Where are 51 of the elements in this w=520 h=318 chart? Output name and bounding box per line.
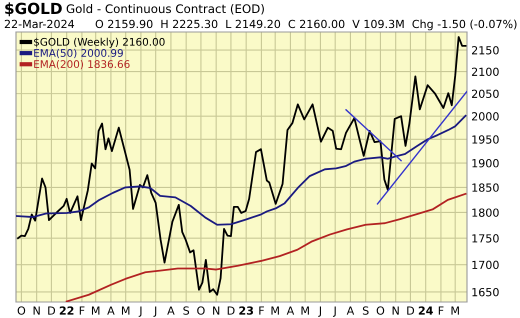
line-series xyxy=(66,192,466,302)
chart-subtitle: Gold - Continuous Contract (EOD) xyxy=(66,4,264,15)
x-tick-label: 23 xyxy=(239,306,254,315)
y-tick-label: 2050 xyxy=(472,90,499,98)
y-tick-label: 1850 xyxy=(472,183,499,192)
x-tick-label: O xyxy=(197,306,205,315)
y-tick-label: 2100 xyxy=(472,68,499,76)
x-tick-label: J xyxy=(138,306,142,317)
legend-label: EMA(50) 2000.99 xyxy=(34,48,123,58)
x-tick-label: J xyxy=(332,306,336,317)
legend-label: $GOLD (Weekly) 2160.00 xyxy=(34,38,165,48)
x-tick-label: 24 xyxy=(418,306,433,315)
x-tick-label: O xyxy=(18,306,26,315)
x-tick-label: A xyxy=(286,306,294,315)
x-tick-label: 22 xyxy=(60,306,74,315)
y-tick-label: 1900 xyxy=(472,159,499,168)
x-tick-label: S xyxy=(183,306,190,315)
y-tick-label: 1950 xyxy=(472,135,499,144)
x-tick-label: F xyxy=(259,306,264,315)
text: 22-Mar-2024 xyxy=(4,20,74,28)
x-tick-label: D xyxy=(48,306,56,315)
x-tick-label: J xyxy=(153,306,156,317)
x-tick-label: M xyxy=(92,306,100,315)
x-tick-label: J xyxy=(318,306,321,317)
line-series xyxy=(16,114,466,226)
chart-title: $GOLD xyxy=(5,2,62,16)
x-tick-label: D xyxy=(407,306,414,315)
x-tick-label: A xyxy=(346,306,354,315)
x-tick-label: M xyxy=(122,306,130,315)
legend-label: EMA(200) 1836.66 xyxy=(34,60,130,70)
x-tick-label: F xyxy=(80,306,84,315)
x-tick-label: O xyxy=(376,306,384,315)
x-tick-label: M xyxy=(301,306,309,315)
y-tick-label: 1650 xyxy=(472,288,499,296)
x-tick-label: D xyxy=(228,306,235,315)
y-tick-label: 1700 xyxy=(472,260,499,270)
x-tick-label: F xyxy=(438,306,444,315)
x-tick-label: N xyxy=(213,306,220,315)
x-tick-label: N xyxy=(392,306,399,315)
x-tick-label: S xyxy=(362,306,369,315)
y-tick-label: 1750 xyxy=(472,234,499,243)
line-series xyxy=(17,36,466,296)
y-tick-label: 1800 xyxy=(472,208,499,217)
y-tick-label: 2150 xyxy=(472,46,499,54)
x-tick-label: N xyxy=(34,306,40,315)
x-tick-label: M xyxy=(451,306,459,315)
x-tick-label: A xyxy=(107,306,115,315)
x-tick-label: A xyxy=(167,306,175,315)
text: O 2159.90 H 2225.30 L 2149.20 C 2160.00 V 109.3M Chg -1.50 (-0.07%) xyxy=(96,20,516,30)
y-tick-label: 2000 xyxy=(472,112,499,121)
x-tick-label: M xyxy=(271,306,279,315)
